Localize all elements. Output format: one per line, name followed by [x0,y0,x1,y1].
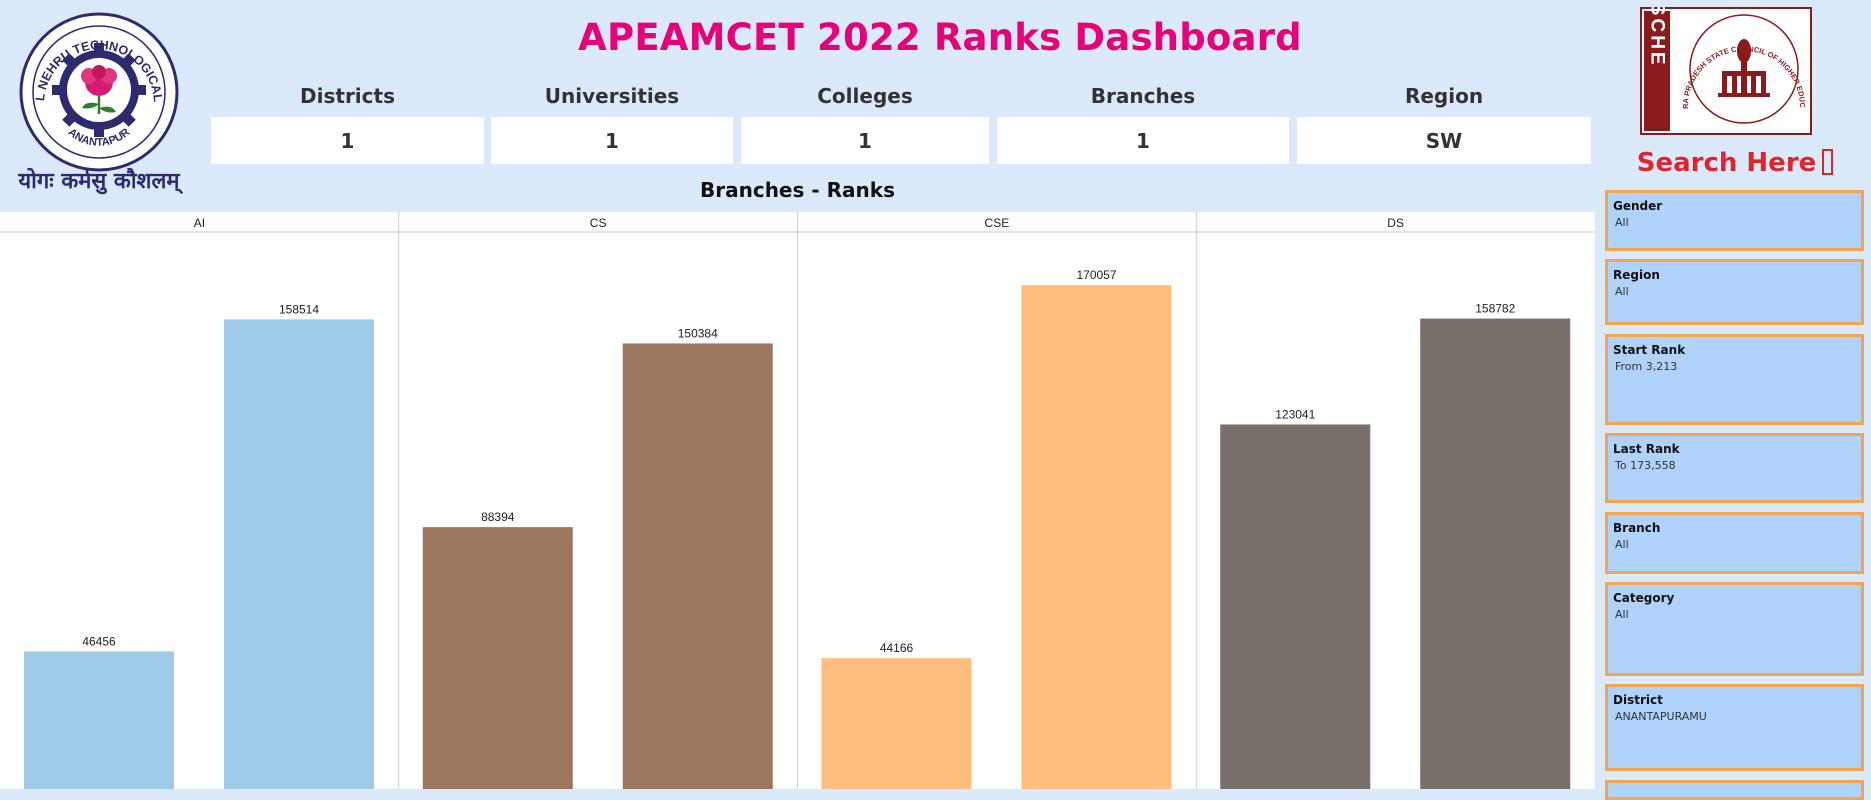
rose-icon [81,65,117,114]
kpi-districts-label: Districts [300,84,395,108]
kpi-universities-value: 1 [491,117,733,164]
panel-header-cs: CS [590,216,607,230]
bar-label-cs-0: 88394 [481,510,515,524]
chart-title: Branches - Ranks [700,178,895,202]
lamp-icon [1718,39,1770,97]
search-box-icon [1822,149,1834,175]
kpi-colleges-value: 1 [741,117,989,164]
bar-cse-1[interactable] [1021,285,1172,789]
jntu-anantapur-logo: JAWAHARLAL NEHRU TECHNOLOGICAL UNIVERSIT… [14,4,184,195]
filter-region[interactable]: Region All [1605,259,1864,325]
bar-label-cse-1: 170057 [1076,268,1116,282]
panel-header-ds: DS [1387,216,1404,230]
filter-gender-value[interactable]: All [1615,216,1629,229]
kpi-colleges-label: Colleges [817,84,913,108]
filter-last-rank[interactable]: Last Rank To 173,558 [1605,433,1864,503]
kpi-universities-label: Universities [544,84,680,108]
bar-ds-1[interactable] [1420,318,1571,789]
bar-label-ds-1: 158782 [1475,302,1515,316]
kpi-region-label: Region [1404,84,1484,108]
filter-category[interactable]: Category All [1605,582,1864,676]
kpi-districts-value: 1 [211,117,484,164]
filter-branch-value[interactable]: All [1615,538,1629,551]
filter-last-rank-label: Last Rank [1613,442,1680,456]
branches-ranks-chart: AI 46456 158514 CS 88394 150384 CSE 44166 170057… [0,212,1595,789]
bar-label-cse-0: 44166 [880,641,914,655]
apsche-logo: APSCHE ANDHRA PRADESH STATE COUNCIL OF H… [1640,7,1812,135]
apsche-vertical-text: APSCHE [1647,7,1668,68]
filter-district[interactable]: District ANANTAPURAMU [1605,684,1864,771]
filter-start-rank[interactable]: Start Rank From 3,213 [1605,334,1864,425]
dashboard-title: APEAMCET 2022 Ranks Dashboard [578,16,1302,59]
bar-label-ds-0: 123041 [1275,407,1315,421]
bar-cs-1[interactable] [622,343,773,789]
filter-next-partial[interactable] [1605,780,1864,800]
bar-label-cs-1: 150384 [678,326,718,340]
filter-district-label: District [1613,693,1663,707]
bar-label-ai-1: 158514 [279,302,319,316]
bar-label-ai-0: 46456 [82,634,116,648]
filter-category-label: Category [1613,591,1675,605]
bar-ai-0[interactable] [24,651,174,789]
bar-ds-0[interactable] [1220,424,1371,789]
filter-gender[interactable]: Gender All [1605,190,1864,251]
filter-start-rank-label: Start Rank [1613,343,1686,357]
filter-category-value[interactable]: All [1615,608,1629,621]
kpi-region-value: SW [1297,117,1591,164]
logo-motto: योगः कर्मसु कौशलम् [17,167,183,195]
filter-region-value[interactable]: All [1615,285,1629,298]
panel-header-cse: CSE [985,216,1010,230]
filter-branch-label: Branch [1613,521,1661,535]
filter-start-rank-value[interactable]: From 3,213 [1615,360,1678,373]
kpi-branches-value: 1 [997,117,1289,164]
kpi-branches-label: Branches [1090,84,1196,108]
bar-cse-0[interactable] [821,658,972,789]
filter-gender-label: Gender [1613,199,1663,213]
panel-header-ai: AI [194,216,205,230]
filter-region-label: Region [1613,268,1660,282]
bar-chart-svg: AI 46456 158514 CS 88394 150384 CSE 44166 170057… [0,212,1595,789]
filter-last-rank-value[interactable]: To 173,558 [1615,459,1676,472]
filter-branch[interactable]: Branch All [1605,512,1864,574]
bar-cs-0[interactable] [422,527,573,789]
bar-ai-1[interactable] [224,319,374,789]
filter-district-value[interactable]: ANANTAPURAMU [1615,710,1707,723]
search-title: Search Here [1605,148,1865,178]
